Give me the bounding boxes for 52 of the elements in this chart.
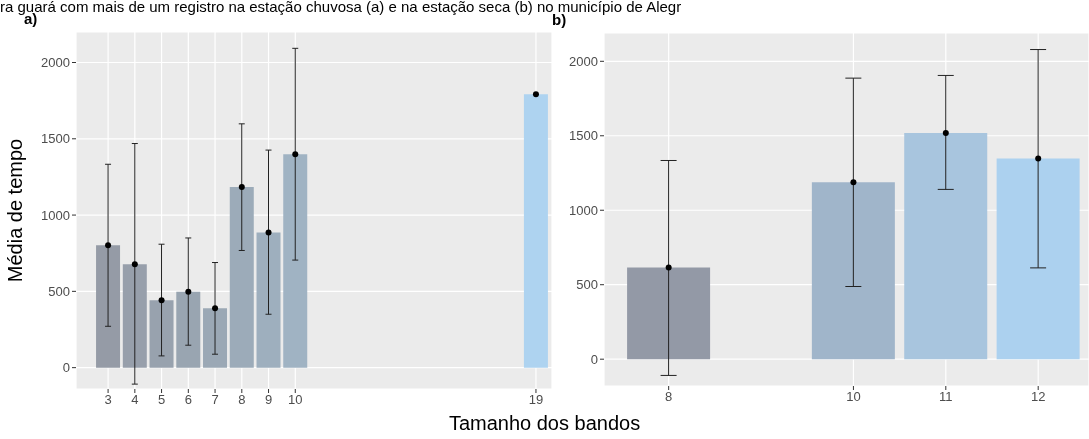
x-tick-label: 11 [939,389,953,405]
x-tick-label: 8 [665,389,673,405]
bar [176,291,201,368]
y-tick-label: 2000 [569,53,598,69]
bar [96,245,121,368]
x-tick-label: 19 [528,392,544,408]
point [158,297,165,304]
x-tick-label: 5 [157,392,166,408]
point [850,179,857,186]
bar [904,132,988,360]
y-tick-label: 500 [48,283,70,299]
y-tick-label: 1000 [41,207,70,223]
x-axis-title: Tamanho dos bandos [447,412,642,435]
y-tick-label: 2000 [41,55,70,71]
x-tick-label: 6 [184,392,192,408]
y-tick-label: 0 [590,351,598,367]
x-tick-label: 3 [104,392,112,408]
x-tick-label: 10 [846,389,861,405]
x-tick-label: 12 [1030,389,1046,405]
bar [122,264,147,368]
bar [203,308,228,368]
point [105,242,112,249]
point [212,305,219,312]
bar [256,232,281,368]
x-tick-label: 9 [264,392,273,408]
y-tick-label: 500 [576,277,598,293]
bar [149,300,174,368]
bar [996,158,1080,360]
x-tick-label: 8 [238,392,246,408]
point [131,261,138,268]
bar [627,267,711,360]
y-tick-label: 1500 [41,131,70,147]
chart-title: b) [552,11,567,28]
point [532,91,539,98]
y-tick-label: 1500 [569,128,598,144]
point [665,264,672,271]
point [1035,155,1042,162]
y-tick-label: 1000 [569,202,598,218]
point [292,151,299,158]
x-tick-label: 7 [211,392,219,408]
bar [523,94,548,368]
point [185,288,192,295]
point [942,129,949,136]
bar [229,187,254,368]
x-tick-label: 4 [131,392,139,408]
x-tick-label: 10 [288,392,303,408]
point [265,229,272,236]
y-tick-label: 0 [62,360,70,376]
point [238,184,245,191]
bar [811,182,895,360]
y-axis-title: Média de tempo [4,138,28,283]
bar [283,154,308,368]
